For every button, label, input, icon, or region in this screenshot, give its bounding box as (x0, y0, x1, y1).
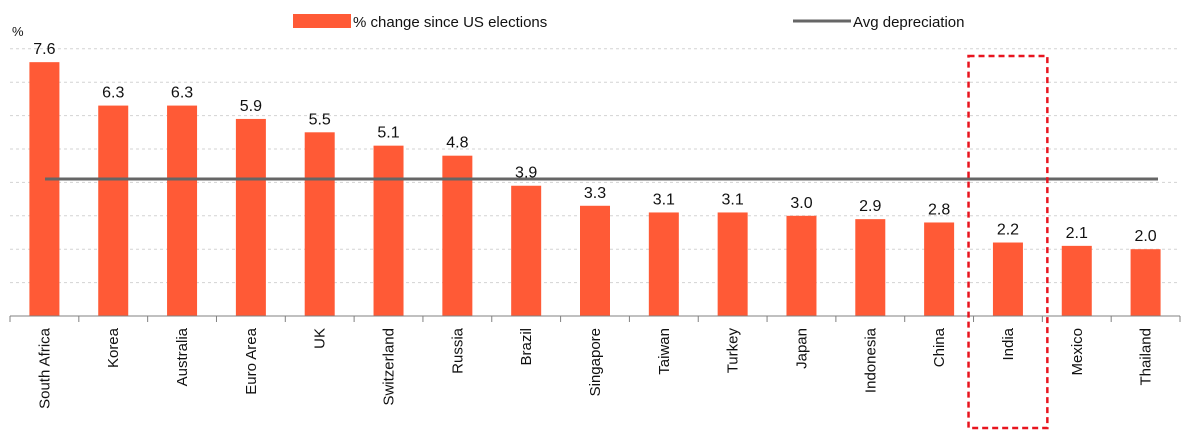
category-labels: South Africa Korea Australia Euro Area UK Swi… (36, 327, 1154, 409)
highlight-box-india (967, 54, 1049, 430)
category-label-korea: Korea (105, 327, 122, 368)
legend-line-label: Avg depreciation (853, 14, 964, 31)
bar-russia (442, 155, 473, 316)
data-label-singapore: 3.3 (584, 185, 606, 202)
legend-bar-label: % change since US elections (353, 14, 547, 31)
category-label-indonesia: Indonesia (862, 327, 879, 393)
data-label-brazil: 3.9 (515, 165, 537, 182)
bar-korea (98, 105, 129, 316)
x-ticks (9, 316, 1181, 322)
category-label-australia: Australia (174, 327, 191, 386)
bar-japan (786, 215, 817, 316)
highlight-group (967, 54, 1049, 430)
bar-singapore (580, 205, 610, 316)
bar-indonesia (855, 219, 886, 316)
data-label-switzerland: 5.1 (377, 125, 399, 142)
category-label-thailand: Thailand (1138, 328, 1155, 386)
category-label-mexico: Mexico (1069, 328, 1086, 376)
category-label-south-africa: South Africa (36, 327, 53, 409)
bar-china (924, 222, 955, 316)
data-label-korea: 6.3 (102, 85, 124, 102)
bar-euro-area (235, 118, 266, 316)
data-label-south-africa: 7.6 (33, 41, 55, 58)
legend: % change since US elections Avg deprecia… (293, 14, 964, 31)
bar-india (992, 242, 1023, 316)
y-unit-label: % (12, 24, 24, 39)
category-label-brazil: Brazil (518, 328, 535, 366)
data-label-india: 2.2 (997, 222, 1019, 239)
category-label-switzerland: Switzerland (381, 328, 398, 406)
category-label-china: China (931, 327, 948, 367)
data-labels: 7.6 6.3 6.3 5.9 5.5 5.1 4.8 3.9 3.3 3.1 3.1 3.0 2.9 2… (33, 41, 1157, 245)
bar-uk (304, 132, 335, 316)
category-label-singapore: Singapore (587, 328, 604, 396)
category-label-india: India (1000, 327, 1017, 360)
category-label-turkey: Turkey (725, 328, 742, 374)
bar-turkey (717, 212, 748, 316)
data-label-turkey: 3.1 (722, 191, 744, 208)
data-label-japan: 3.0 (790, 195, 812, 212)
bar-brazil (511, 185, 542, 316)
category-label-taiwan: Taiwan (656, 328, 673, 375)
data-label-uk: 5.5 (309, 111, 331, 128)
category-label-russia: Russia (449, 327, 466, 374)
bar-mexico (1061, 245, 1092, 316)
data-label-china: 2.8 (928, 201, 950, 218)
data-label-euro-area: 5.9 (240, 98, 262, 115)
data-label-indonesia: 2.9 (859, 198, 881, 215)
category-label-japan: Japan (793, 328, 810, 369)
category-label-uk: UK (312, 328, 329, 349)
data-label-thailand: 2.0 (1134, 228, 1156, 245)
data-label-russia: 4.8 (446, 135, 468, 152)
bar-switzerland (373, 145, 404, 316)
bar-south-africa (29, 62, 60, 316)
bar-thailand (1130, 249, 1161, 316)
data-label-mexico: 2.1 (1066, 225, 1088, 242)
category-label-euro-area: Euro Area (243, 327, 260, 394)
data-label-taiwan: 3.1 (653, 191, 675, 208)
data-label-australia: 6.3 (171, 85, 193, 102)
legend-bar-swatch (293, 14, 351, 28)
bar-taiwan (648, 212, 679, 316)
bar-australia (167, 105, 198, 316)
bars (29, 62, 1161, 316)
